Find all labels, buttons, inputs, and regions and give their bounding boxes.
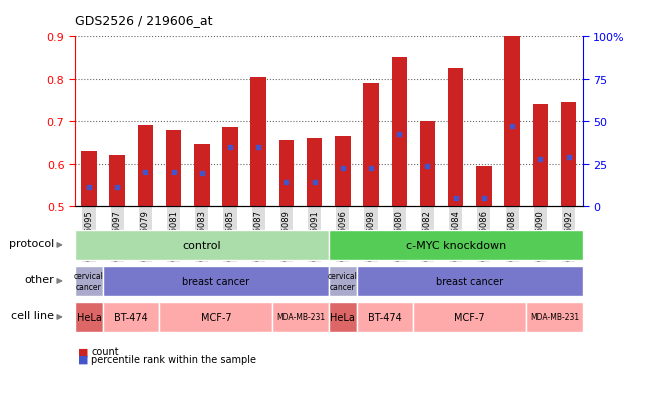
Text: BT-474: BT-474 [115,312,148,322]
Bar [222,128,238,206]
Bar [272,302,329,332]
Text: other: other [24,275,54,285]
Text: BT-474: BT-474 [368,312,402,322]
Bar [476,166,492,206]
Bar [357,266,583,297]
Text: percentile rank within the sample: percentile rank within the sample [91,354,256,364]
Text: c-MYC knockdown: c-MYC knockdown [406,240,506,250]
Text: MCF-7: MCF-7 [201,312,231,322]
Text: cervical
cancer: cervical cancer [328,272,358,291]
Bar [533,105,548,206]
Text: GDS2526 / 219606_at: GDS2526 / 219606_at [75,14,212,27]
Bar [137,126,153,206]
Bar [159,302,272,332]
Text: MCF-7: MCF-7 [454,312,485,322]
Text: protocol: protocol [8,239,54,249]
Bar [81,152,97,206]
Text: breast cancer: breast cancer [182,276,249,286]
Bar [391,58,407,206]
Text: MDA-MB-231: MDA-MB-231 [530,313,579,322]
Text: count: count [91,347,118,356]
Bar [329,230,583,261]
Bar [505,37,520,206]
Text: HeLa: HeLa [77,312,102,322]
Text: ■: ■ [78,354,89,364]
Text: ■: ■ [78,347,89,356]
Bar [307,139,322,206]
Bar [194,145,210,206]
Bar [279,141,294,206]
Bar [103,266,329,297]
Text: breast cancer: breast cancer [436,276,503,286]
Bar [420,122,436,206]
Text: cell line: cell line [11,311,54,320]
Bar [109,156,125,206]
Bar [75,266,103,297]
Text: MDA-MB-231: MDA-MB-231 [276,313,325,322]
Bar [561,103,576,206]
Bar [75,230,329,261]
Bar [103,302,159,332]
Bar [251,77,266,206]
Text: cervical
cancer: cervical cancer [74,272,104,291]
Bar [448,69,464,206]
Bar [329,302,357,332]
Bar [363,84,379,206]
Bar [526,302,583,332]
Bar [329,266,357,297]
Bar [413,302,526,332]
Bar [75,302,103,332]
Text: HeLa: HeLa [331,312,355,322]
Bar [335,137,351,206]
Bar [357,302,413,332]
Text: control: control [182,240,221,250]
Bar [166,131,182,206]
